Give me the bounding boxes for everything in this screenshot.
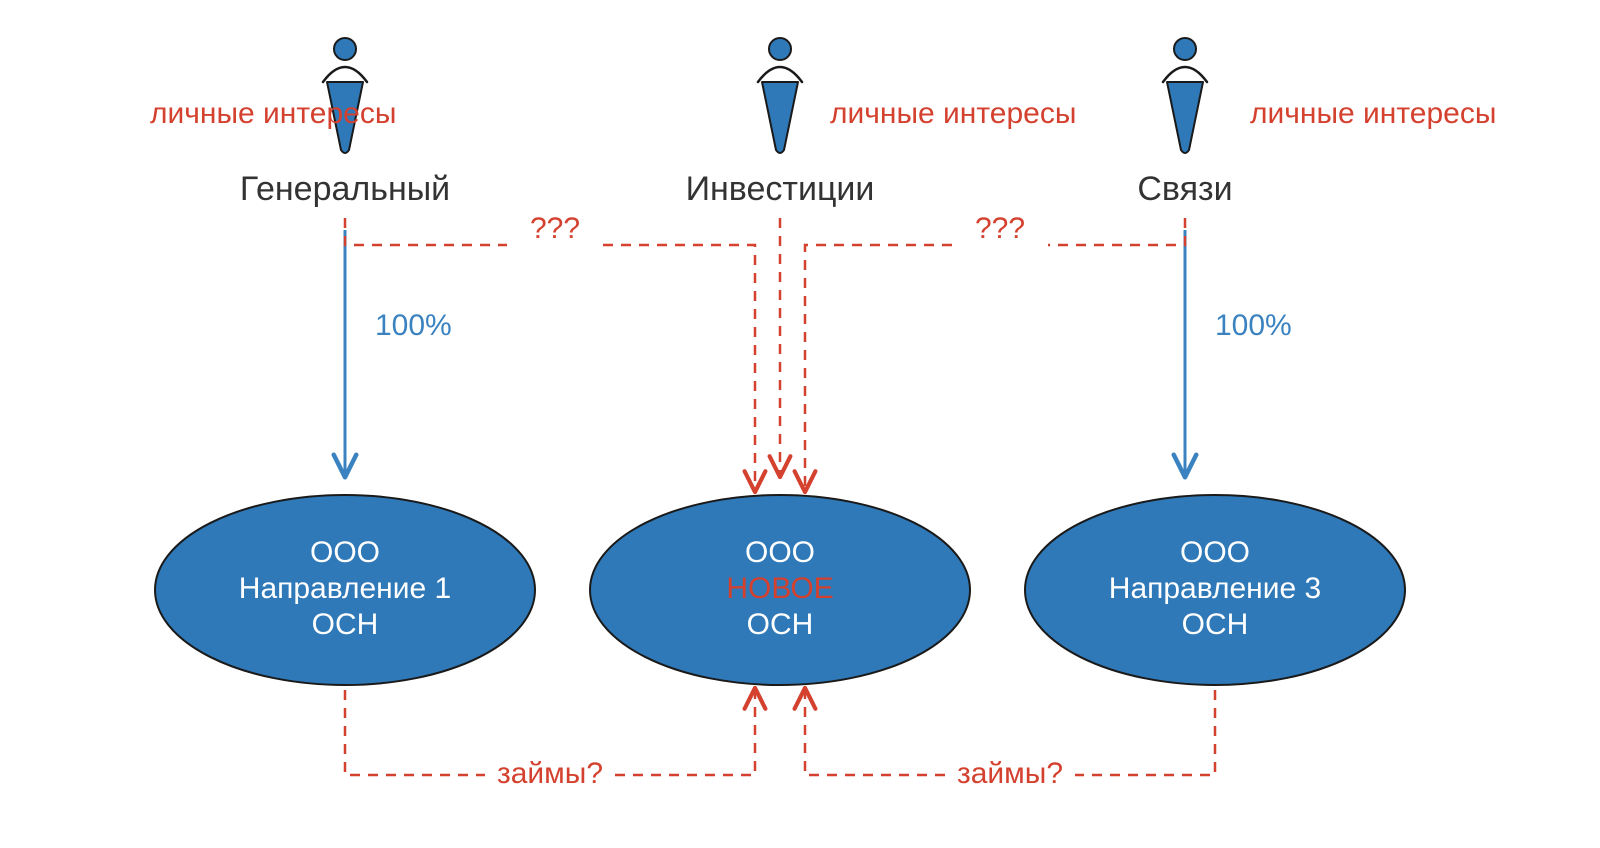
person-shoulders-icon	[758, 67, 802, 82]
diagram-canvas: личные интересыГенеральныйличные интерес…	[0, 0, 1600, 848]
company-line: ООО	[1180, 536, 1250, 569]
person-head-icon	[769, 38, 791, 60]
person-head-icon	[1174, 38, 1196, 60]
dashed-bottom-right-a	[1075, 690, 1215, 775]
company-line: Направление 3	[1109, 572, 1321, 605]
interests-label: личные интересы	[150, 97, 396, 130]
ownership-pct-label: 100%	[375, 309, 452, 342]
company-line: ОСН	[1182, 608, 1249, 641]
company-line: ООО	[310, 536, 380, 569]
role-label: Инвестиции	[686, 170, 875, 208]
dashed-bottom-left-b	[615, 690, 755, 775]
company-ellipse-e1: ОООНаправление 1ОСН	[155, 495, 535, 685]
ownership-pct-label: 100%	[1215, 309, 1292, 342]
dashed-top-right-a	[1048, 218, 1185, 245]
company-line: ОСН	[312, 608, 379, 641]
role-label: Связи	[1137, 170, 1232, 208]
dashed-top-right-b	[805, 245, 952, 490]
company-line: Направление 1	[239, 572, 451, 605]
company-line: ООО	[745, 536, 815, 569]
person-head-icon	[334, 38, 356, 60]
dashed-top-left-b	[603, 245, 755, 490]
role-label: Генеральный	[240, 170, 450, 208]
interests-label: личные интересы	[830, 97, 1076, 130]
company-ellipse-e2: ОООНОВОЕОСН	[590, 495, 970, 685]
question-label-right: ???	[975, 212, 1025, 245]
actor-a2: личные интересы Инвестиции	[686, 38, 1077, 208]
person-torso-icon	[1167, 82, 1203, 153]
loans-label-right: займы?	[957, 757, 1063, 790]
person-torso-icon	[762, 82, 798, 153]
company-line: ОСН	[747, 608, 814, 641]
interests-label: личные интересы	[1250, 97, 1496, 130]
person-shoulders-icon	[323, 67, 367, 82]
loans-label-left: займы?	[497, 757, 603, 790]
actor-a3: личные интересы Связи	[1137, 38, 1496, 208]
dashed-bottom-left-a	[345, 690, 485, 775]
company-line: НОВОЕ	[726, 572, 833, 605]
dashed-bottom-right-b	[805, 690, 945, 775]
person-shoulders-icon	[1163, 67, 1207, 82]
question-label-left: ???	[530, 212, 580, 245]
dashed-top-left-a	[345, 218, 507, 245]
actor-a1: личные интересы Генеральный	[150, 38, 450, 208]
company-ellipse-e3: ОООНаправление 3ОСН	[1025, 495, 1405, 685]
